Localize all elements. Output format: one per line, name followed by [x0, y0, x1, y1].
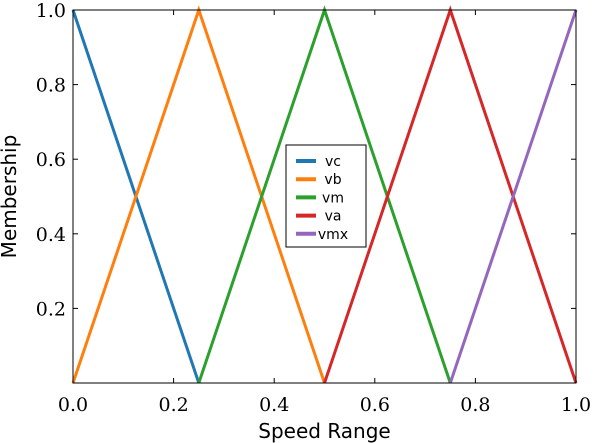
- x-tick-label: 0.0: [58, 394, 88, 416]
- legend-label-vm: vm: [322, 190, 344, 206]
- x-tick-label: 0.8: [460, 394, 490, 416]
- series-line-vmx: [448, 9, 578, 384]
- legend-label-vmx: vmx: [318, 227, 348, 243]
- y-axis-title: Membership: [0, 135, 21, 259]
- x-tick-label: 1.0: [561, 394, 591, 416]
- y-tick-label: 1.0: [36, 0, 66, 22]
- x-tick-label: 0.6: [360, 394, 390, 416]
- legend-label-va: va: [325, 209, 342, 225]
- x-tick-label: 0.4: [259, 394, 289, 416]
- plot-frame: [72, 9, 577, 384]
- legend-label-vc: vc: [325, 154, 341, 170]
- y-tick-label: 0.2: [36, 298, 66, 320]
- axes: 0.0 0.2 0.4 0.6 0.8 1.0 0.2 0.4 0.6 0.8 1.0: [36, 0, 591, 416]
- x-tick-label: 0.2: [158, 394, 188, 416]
- y-tick-label: 0.4: [36, 224, 66, 246]
- legend: vc vb vm va vmx: [285, 144, 367, 248]
- y-tick-label: 0.6: [36, 149, 66, 171]
- y-tick-label: 0.8: [36, 75, 66, 97]
- legend-label-vb: vb: [324, 172, 341, 188]
- x-axis-title: Speed Range: [258, 419, 390, 443]
